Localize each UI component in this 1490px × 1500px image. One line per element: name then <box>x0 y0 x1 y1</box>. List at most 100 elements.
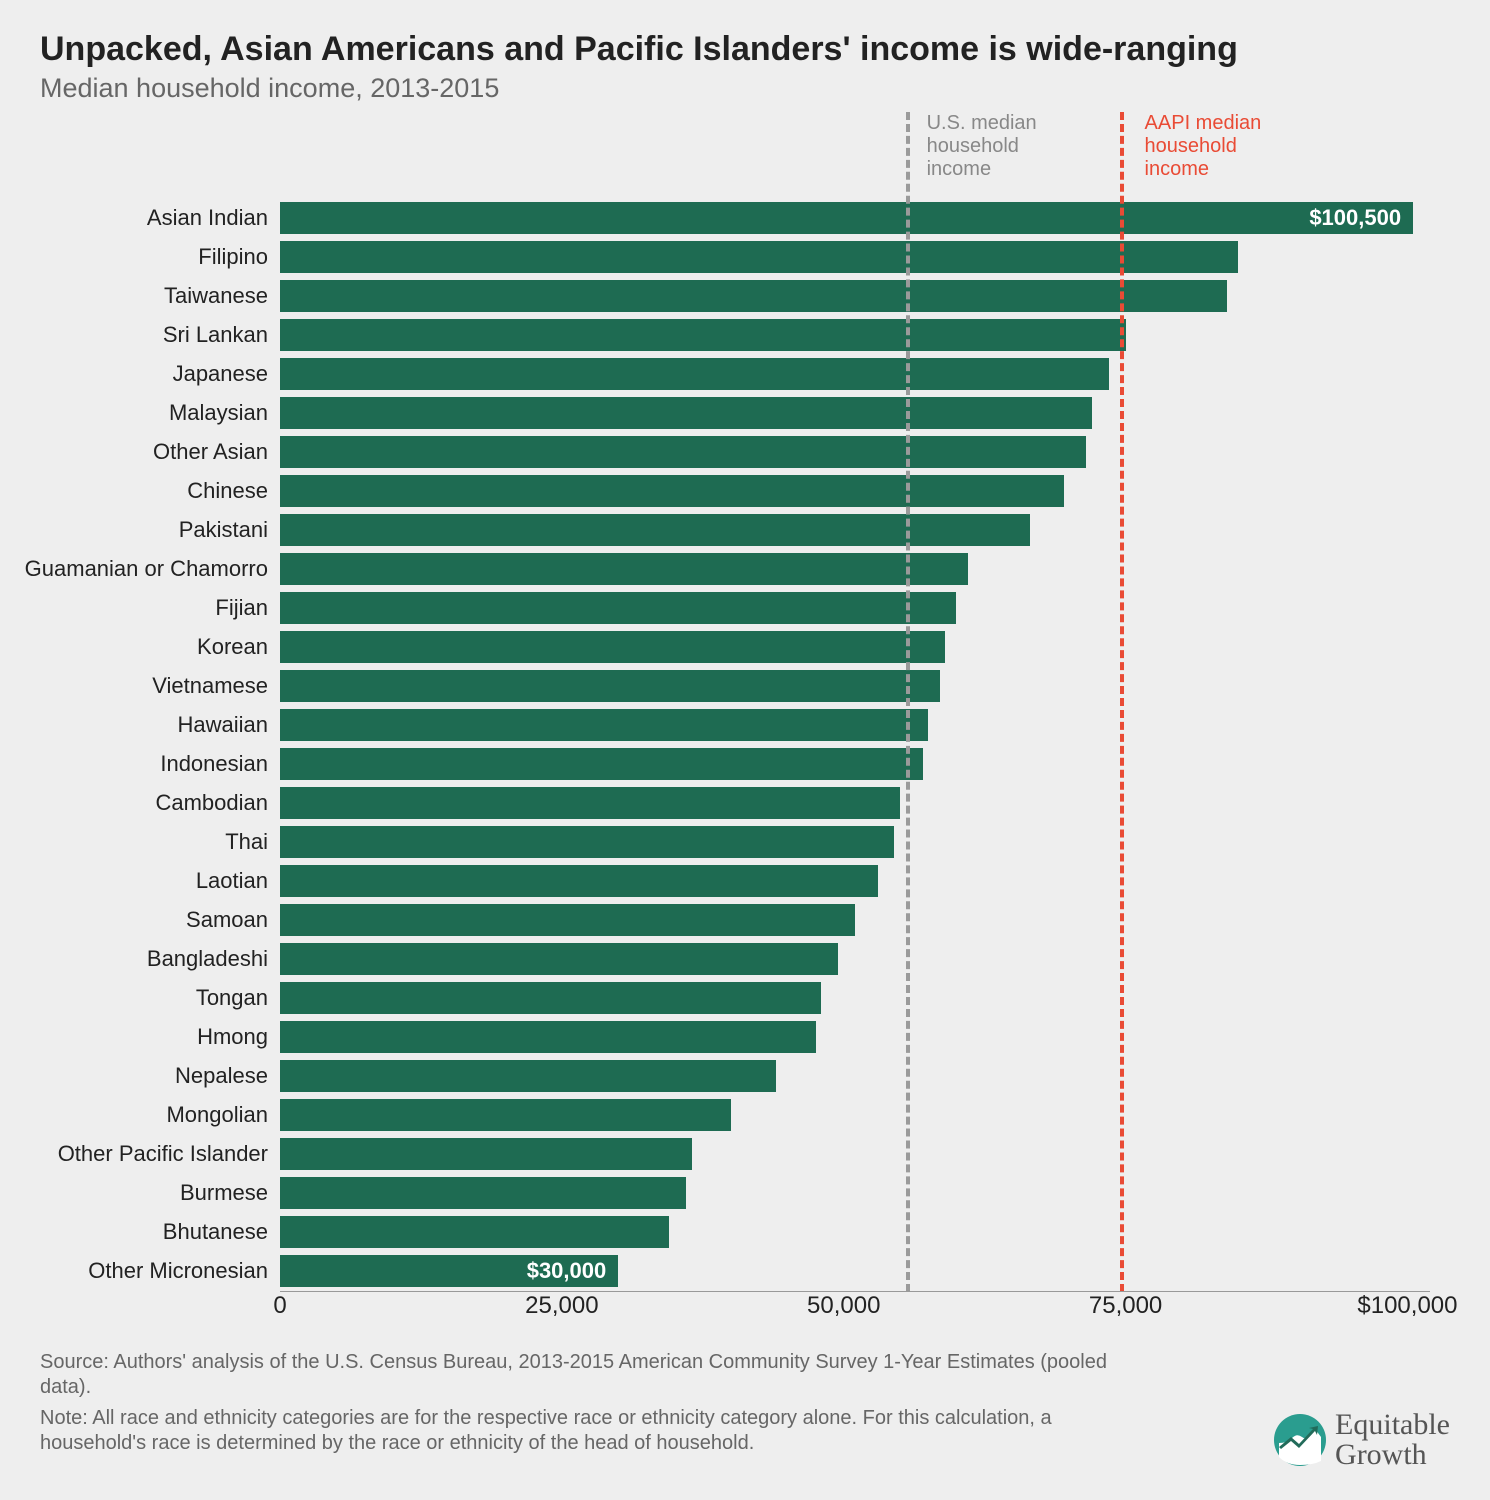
reference-line <box>906 112 910 1292</box>
bar <box>280 1099 731 1131</box>
bar-label: Hawaiian <box>178 712 269 738</box>
chart-title: Unpacked, Asian Americans and Pacific Is… <box>40 30 1450 69</box>
x-axis-tick: 50,000 <box>807 1292 880 1320</box>
bar <box>280 748 923 780</box>
bar-label: Cambodian <box>155 790 268 816</box>
note-text: Note: All race and ethnicity categories … <box>40 1406 1140 1456</box>
logo-text: Equitable Growth <box>1335 1410 1450 1470</box>
bar-row: Hmong <box>280 1021 1430 1053</box>
bar-row: Fijian <box>280 592 1430 624</box>
bar-label: Sri Lankan <box>163 322 268 348</box>
bar <box>280 670 940 702</box>
chart-container: U.S. median household income AAPI median … <box>40 112 1450 1342</box>
bar-row: Japanese <box>280 358 1430 390</box>
bar-row: Burmese <box>280 1177 1430 1209</box>
bar-label: Asian Indian <box>147 205 268 231</box>
bar <box>280 1060 776 1092</box>
reference-line <box>1120 112 1124 1292</box>
bar-label: Laotian <box>196 868 268 894</box>
bar <box>280 514 1030 546</box>
bar-value-label: $100,500 <box>1309 205 1401 231</box>
bar-row: Korean <box>280 631 1430 663</box>
bar <box>280 982 821 1014</box>
bar <box>280 436 1086 468</box>
bar-row: Mongolian <box>280 1099 1430 1131</box>
bar-label: Taiwanese <box>164 283 268 309</box>
bar <box>280 475 1064 507</box>
x-axis: 025,00050,00075,000$100,000 <box>280 1292 1430 1332</box>
bar <box>280 553 968 585</box>
reference-line-label: U.S. median household income <box>927 112 1037 181</box>
brand-logo: Equitable Growth <box>1273 1410 1450 1470</box>
bar <box>280 787 900 819</box>
bar-label: Filipino <box>198 244 268 270</box>
reference-labels: U.S. median household income AAPI median … <box>280 112 1450 192</box>
source-text: Source: Authors' analysis of the U.S. Ce… <box>40 1350 1140 1400</box>
bar-row: Guamanian or Chamorro <box>280 553 1430 585</box>
bar-label: Mongolian <box>166 1102 268 1128</box>
bar-label: Indonesian <box>160 751 268 777</box>
bar <box>280 280 1227 312</box>
bar-label: Vietnamese <box>152 673 268 699</box>
bar-row: Samoan <box>280 904 1430 936</box>
bar-label: Japanese <box>173 361 268 387</box>
bar-row: Vietnamese <box>280 670 1430 702</box>
bar <box>280 865 878 897</box>
bar-label: Pakistani <box>179 517 268 543</box>
x-axis-tick: $100,000 <box>1357 1292 1457 1320</box>
bar-label: Hmong <box>197 1024 268 1050</box>
bar <box>280 1138 692 1170</box>
bar-row: Filipino <box>280 241 1430 273</box>
bar-label: Thai <box>225 829 268 855</box>
bars-group: Asian Indian$100,500 Filipino Taiwanese Sri… <box>280 202 1430 1292</box>
bar-row: Sri Lankan <box>280 319 1430 351</box>
bar <box>280 709 928 741</box>
bar-label: Other Asian <box>153 439 268 465</box>
bar <box>280 241 1238 273</box>
bar-row: Nepalese <box>280 1060 1430 1092</box>
bar-label: Korean <box>197 634 268 660</box>
bar <box>280 358 1109 390</box>
bar-row: Other Asian <box>280 436 1430 468</box>
chart-subtitle: Median household income, 2013-2015 <box>40 73 1450 104</box>
bar: $30,000 <box>280 1255 618 1287</box>
logo-icon <box>1273 1413 1327 1467</box>
bar-label: Fijian <box>215 595 268 621</box>
bar-row: Bhutanese <box>280 1216 1430 1248</box>
bar <box>280 319 1126 351</box>
bar <box>280 592 956 624</box>
bar-label: Other Pacific Islander <box>58 1141 268 1167</box>
bar-row: Chinese <box>280 475 1430 507</box>
bar <box>280 1216 669 1248</box>
logo-line2: Growth <box>1335 1440 1450 1470</box>
logo-line1: Equitable <box>1335 1410 1450 1440</box>
bar-label: Other Micronesian <box>88 1258 268 1284</box>
reference-line-label: AAPI median household income <box>1145 112 1262 181</box>
bar-row: Malaysian <box>280 397 1430 429</box>
plot-area: Asian Indian$100,500 Filipino Taiwanese Sri… <box>280 202 1430 1292</box>
chart-footer: Source: Authors' analysis of the U.S. Ce… <box>40 1350 1140 1456</box>
bar <box>280 943 838 975</box>
bar-row: Cambodian <box>280 787 1430 819</box>
bar-label: Bangladeshi <box>147 946 268 972</box>
bar-row: Taiwanese <box>280 280 1430 312</box>
bar-row: Thai <box>280 826 1430 858</box>
bar-label: Chinese <box>187 478 268 504</box>
x-axis-tick: 75,000 <box>1089 1292 1162 1320</box>
bar-label: Burmese <box>180 1180 268 1206</box>
bar-label: Samoan <box>186 907 268 933</box>
bar <box>280 1177 686 1209</box>
bar: $100,500 <box>280 202 1413 234</box>
x-axis-tick: 25,000 <box>525 1292 598 1320</box>
bar-row: Other Pacific Islander <box>280 1138 1430 1170</box>
bar <box>280 826 894 858</box>
bar-row: Laotian <box>280 865 1430 897</box>
bar-label: Nepalese <box>175 1063 268 1089</box>
bar-value-label: $30,000 <box>527 1258 607 1284</box>
bar-row: Asian Indian$100,500 <box>280 202 1430 234</box>
bar-row: Other Micronesian$30,000 <box>280 1255 1430 1287</box>
bar <box>280 631 945 663</box>
bar <box>280 904 855 936</box>
bar-label: Bhutanese <box>163 1219 268 1245</box>
x-axis-tick: 0 <box>273 1292 286 1320</box>
